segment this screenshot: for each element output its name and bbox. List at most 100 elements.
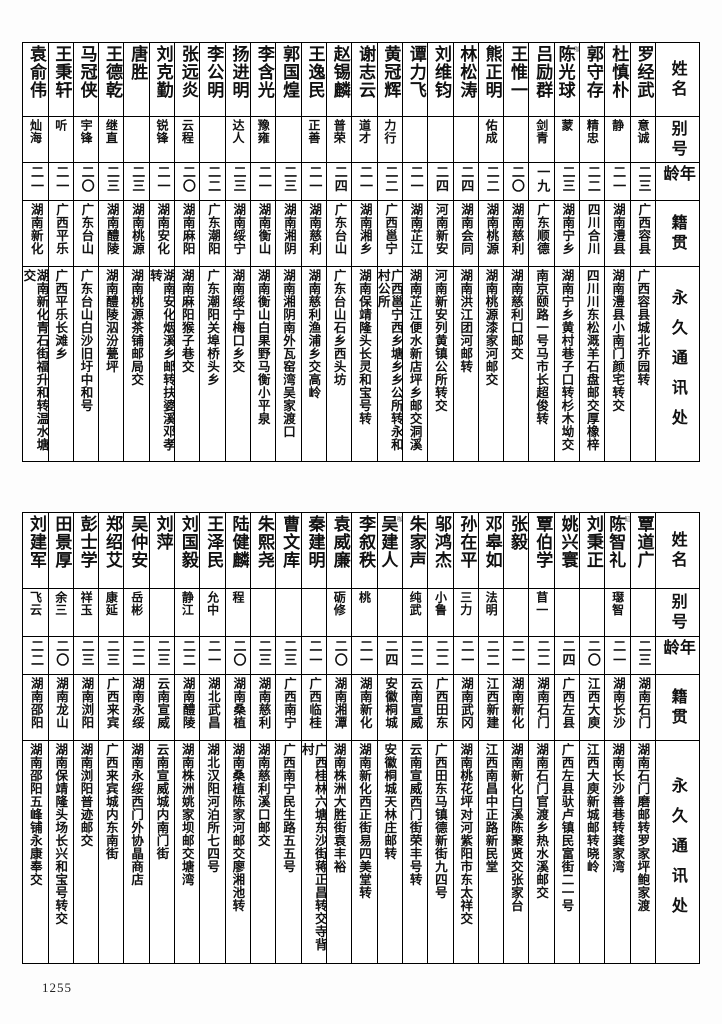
cell-origin: 湖南绥宁 <box>225 201 250 267</box>
name-annotation: 咖 <box>572 46 580 52</box>
cell-alias: 静 <box>605 117 630 163</box>
person-name: 唐胜 <box>127 45 148 81</box>
person-column: 王德乾 继直 二三 湖南醴陵 湖南醴陵泅汾甍坪 <box>98 43 124 461</box>
cell-name: 郭国煌 <box>276 43 301 117</box>
person-column: 马冠侠 宇锋 二〇 广东台山 广东台山白沙旧圩中和号 <box>72 43 99 461</box>
roster-table-top: 姓名 别号 年龄 籍贯 永久通讯处 罗经武 意诚 二三 广西容县 广西容县城北乔园转 杜慎朴静二一湖… <box>22 42 700 462</box>
person-origin: 湖南桑植 <box>231 677 247 729</box>
cell-name: 吴建人咖 <box>377 513 402 589</box>
cell-age: 二一 <box>402 163 428 201</box>
person-name: 吴建人 <box>377 515 398 569</box>
name-wrapper: 王逸民 <box>304 45 324 99</box>
person-age: 二〇 <box>331 639 347 667</box>
name-wrapper: 熊正明 <box>482 45 502 99</box>
person-age: 二〇 <box>78 165 94 193</box>
person-column: 林松涛 二四 湖南会同 湖南洪江团河邮转 <box>452 43 478 461</box>
cell-origin: 广东台山 <box>73 201 99 267</box>
person-name: 田景厚 <box>51 515 72 569</box>
header-column: 姓名 别号 年龄 籍贯 永久通讯处 <box>655 513 699 963</box>
person-origin: 广西来宾 <box>104 677 120 729</box>
header-cell-name: 姓名 <box>656 513 699 589</box>
name-wrapper: 王泽民 <box>203 515 223 569</box>
person-addr: 云南宣威城内南门街 <box>154 743 170 860</box>
cell-alias: 宇锋 <box>73 117 99 163</box>
person-addr: 广西平乐长滩乡 <box>53 269 69 360</box>
cell-alias: 苜一 <box>529 589 554 637</box>
cell-origin: 湖南醴陵 <box>175 675 200 741</box>
name-wrapper: 郑绍艾 <box>102 515 122 569</box>
cell-name: 谭力飞 <box>402 43 428 117</box>
person-age: 二四 <box>331 165 347 193</box>
cell-addr: 湖南浏阳普迹邮交 <box>74 741 98 963</box>
name-wrapper: 刘秉正 <box>583 515 603 569</box>
cell-origin: 湖南永绥 <box>124 675 149 741</box>
person-column: 赵锡麟 普荣 二四 广东台山 广东台山石乡西头坊 <box>325 43 352 461</box>
person-origin: 湖南湘潭 <box>332 677 348 729</box>
person-alias: 岳彬 <box>129 591 144 616</box>
person-alias: 砺修 <box>332 591 347 616</box>
person-addr: 广西桂林六塘东沙街蒋正昌转交寺背村 <box>301 743 326 951</box>
cell-name: 姚兴寰 <box>554 513 580 589</box>
cell-name: 吕励群 <box>529 43 554 117</box>
cell-origin: 云南宣威 <box>402 675 428 741</box>
person-alias: 云程 <box>180 119 195 144</box>
cell-addr: 南京颐路一号马市长超俊转 <box>529 267 553 461</box>
name-wrapper: 王德乾 <box>102 45 122 99</box>
person-name: 陈光球 <box>554 45 575 99</box>
cell-age: 二四 <box>554 637 580 675</box>
name-wrapper: 陈光球咖 <box>554 45 580 99</box>
person-name: 邬鸿杰 <box>431 515 451 569</box>
person-origin: 湖南慈利 <box>509 203 525 255</box>
name-wrapper: 覃道广 <box>634 515 654 569</box>
cell-addr: 湖北汉阳河泊所七四号 <box>200 741 224 963</box>
cell-origin: 湖南石门 <box>529 675 554 741</box>
cell-age: 二一 <box>453 637 478 675</box>
person-alias: 道才 <box>357 119 372 144</box>
cell-alias <box>453 117 478 163</box>
name-wrapper: 刘国毅 <box>178 515 198 569</box>
cell-name: 王德乾 <box>99 43 124 117</box>
cell-origin: 云南宣威 <box>149 675 175 741</box>
cell-addr: 湖南麻阳猴子巷交 <box>175 267 199 461</box>
header-cell-age: 年龄 <box>656 163 699 201</box>
person-alias: 普荣 <box>332 119 347 144</box>
name-wrapper: 林松涛 <box>456 45 476 99</box>
person-column: 刘国毅 静江 二二 湖南醴陵 湖南株洲姚家坝邮交塘湾 <box>174 513 200 963</box>
person-name: 王惟一 <box>506 45 527 99</box>
cell-origin: 湖南慈利 <box>251 675 276 741</box>
person-origin: 湖南石门 <box>636 677 652 729</box>
cell-addr: 湖南宁乡黄村巷子口转杉木坳交 <box>555 267 579 461</box>
cell-alias: 正善 <box>301 117 326 163</box>
person-column: 彭士学 祥玉 二三 湖南浏阳 湖南浏阳普迹邮交 <box>72 513 99 963</box>
cell-alias: 砺修 <box>326 589 352 637</box>
cell-alias <box>402 117 428 163</box>
cell-age: 二二 <box>200 163 225 201</box>
cell-origin: 广东潮阳 <box>200 201 225 267</box>
cell-age: 二二 <box>124 637 149 675</box>
person-column: 李叙秩桃二一 湖南新化 湖南新化西正街易四美堂转 <box>351 513 377 963</box>
person-age: 二一 <box>306 165 322 193</box>
cell-alias: 意诚 <box>630 117 655 163</box>
cell-addr: 湖南株洲大胜街袁丰裕 <box>327 741 351 963</box>
person-addr: 广东台山石乡西头坊 <box>331 269 347 386</box>
cell-age: 二四 <box>326 163 352 201</box>
cell-addr: 湖南永绥西门外协晶商店 <box>124 741 148 963</box>
person-addr: 湖南慈利溪口邮交 <box>255 743 271 847</box>
name-wrapper: 黄冠辉 <box>380 45 400 99</box>
cell-age: 二三 <box>149 637 175 675</box>
person-addr: 湖南石门官渡乡热水溪邮交 <box>534 743 550 899</box>
person-column: 王泽民 允中 二一 湖北武昌 湖北汉阳河泊所七四号 <box>199 513 225 963</box>
name-wrapper: 张远炎 <box>178 45 198 99</box>
cell-addr: 湖南湘阴南外瓦窑湾吴家渡口 <box>276 267 300 461</box>
name-wrapper: 陈智礼缸 <box>605 515 629 569</box>
cell-age: 二一 <box>301 163 326 201</box>
person-origin: 云南宣威 <box>408 677 424 729</box>
cell-age: 二〇 <box>48 637 73 675</box>
person-age: 二二 <box>407 639 423 667</box>
person-column: 李公明 二二 广东潮阳 广东潮阳关埠桥头乡 <box>199 43 225 461</box>
person-name: 袁威廉 <box>329 515 350 569</box>
cell-addr: 江西大庾新城邮转晓岭 <box>580 741 604 963</box>
person-age: 二一 <box>27 165 43 193</box>
person-origin: 湖南麻阳 <box>180 203 196 255</box>
